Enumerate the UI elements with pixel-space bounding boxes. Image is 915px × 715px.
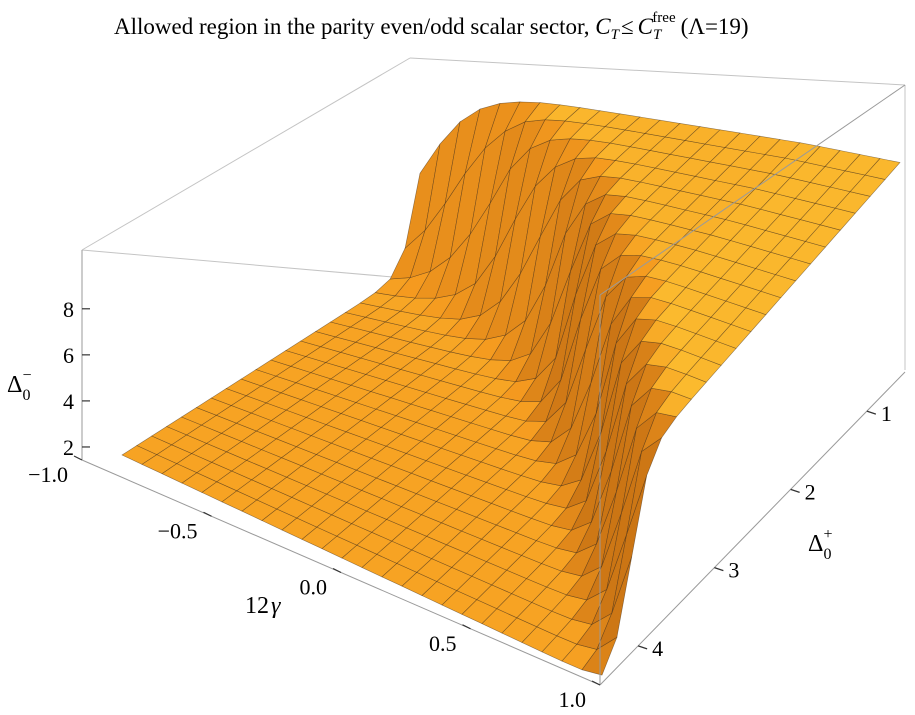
axis-ticks: −1.0 −0.5 0.0 0.5 1.0 1 2 3 4 8 6 4 2 [28, 297, 892, 712]
z-tick-label: 2 [63, 435, 74, 460]
tick-mark [462, 624, 471, 630]
z-tick-label: 4 [63, 389, 74, 414]
y-tick-label: 2 [805, 479, 816, 504]
title-le: ≤ [621, 14, 634, 39]
y-tick-label: 1 [881, 401, 892, 426]
allowed-region-surface [121, 101, 901, 676]
y-tick-label: 4 [652, 636, 663, 661]
x-tick-label: 0.0 [300, 575, 328, 600]
title-ctf-sup: free [652, 10, 676, 26]
tick-mark [714, 567, 724, 572]
x-tick-label: −0.5 [158, 518, 198, 543]
tick-mark [203, 511, 212, 517]
surface-patch [864, 158, 901, 180]
z-axis-label: Δ0− [7, 367, 31, 404]
tick-mark [866, 410, 877, 415]
title-suffix: (Λ=19) [681, 14, 749, 39]
tick-mark [591, 680, 601, 686]
x-tick-label: 1.0 [559, 687, 587, 712]
title-ct-sub: T [611, 27, 621, 43]
y-axis-label: Δ0+ [808, 526, 832, 563]
y-tick-label: 3 [728, 558, 739, 583]
title-ctf: C [638, 14, 654, 39]
title-prefix: Allowed region in the parity even/odd sc… [114, 14, 595, 39]
x-tick-label: 0.5 [429, 631, 457, 656]
x-tick-label: −1.0 [28, 462, 68, 487]
tick-mark [73, 455, 83, 461]
x-axis-label: 12γ [245, 593, 281, 619]
chart-title: Allowed region in the parity even/odd sc… [114, 10, 749, 43]
tick-mark [332, 567, 342, 574]
title-ct: C [595, 14, 611, 39]
title-ctf-sub: T [653, 27, 663, 43]
z-tick-label: 6 [63, 343, 74, 368]
z-tick-label: 8 [63, 297, 74, 322]
tick-mark [637, 645, 648, 650]
tick-mark [790, 488, 800, 493]
